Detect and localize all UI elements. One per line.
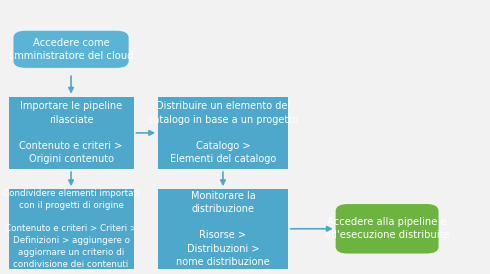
FancyBboxPatch shape (8, 189, 133, 269)
Text: Importare le pipeline
rilasciate

Contenuto e criteri >
Origini contenuto: Importare le pipeline rilasciate Contenu… (20, 101, 122, 164)
Text: Monitorare la
distribuzione

Risorse >
Distribuzioni >
nome distribuzione: Monitorare la distribuzione Risorse > Di… (176, 191, 270, 267)
Text: Accedere come
amministratore del cloud: Accedere come amministratore del cloud (8, 38, 134, 61)
FancyBboxPatch shape (8, 97, 133, 169)
Text: Condividere elementi importati
con il progetti di origine

Contenuto e criteri >: Condividere elementi importati con il pr… (3, 189, 139, 269)
FancyBboxPatch shape (158, 189, 288, 269)
Text: Accedere alla pipeline e
all'esecuzione distribuite: Accedere alla pipeline e all'esecuzione … (325, 217, 449, 240)
FancyBboxPatch shape (13, 31, 128, 68)
Text: Distribuire un elemento del
catalogo in base a un progetto

Catalogo >
Elementi : Distribuire un elemento del catalogo in … (148, 101, 298, 164)
FancyBboxPatch shape (336, 204, 439, 253)
FancyBboxPatch shape (158, 97, 288, 169)
